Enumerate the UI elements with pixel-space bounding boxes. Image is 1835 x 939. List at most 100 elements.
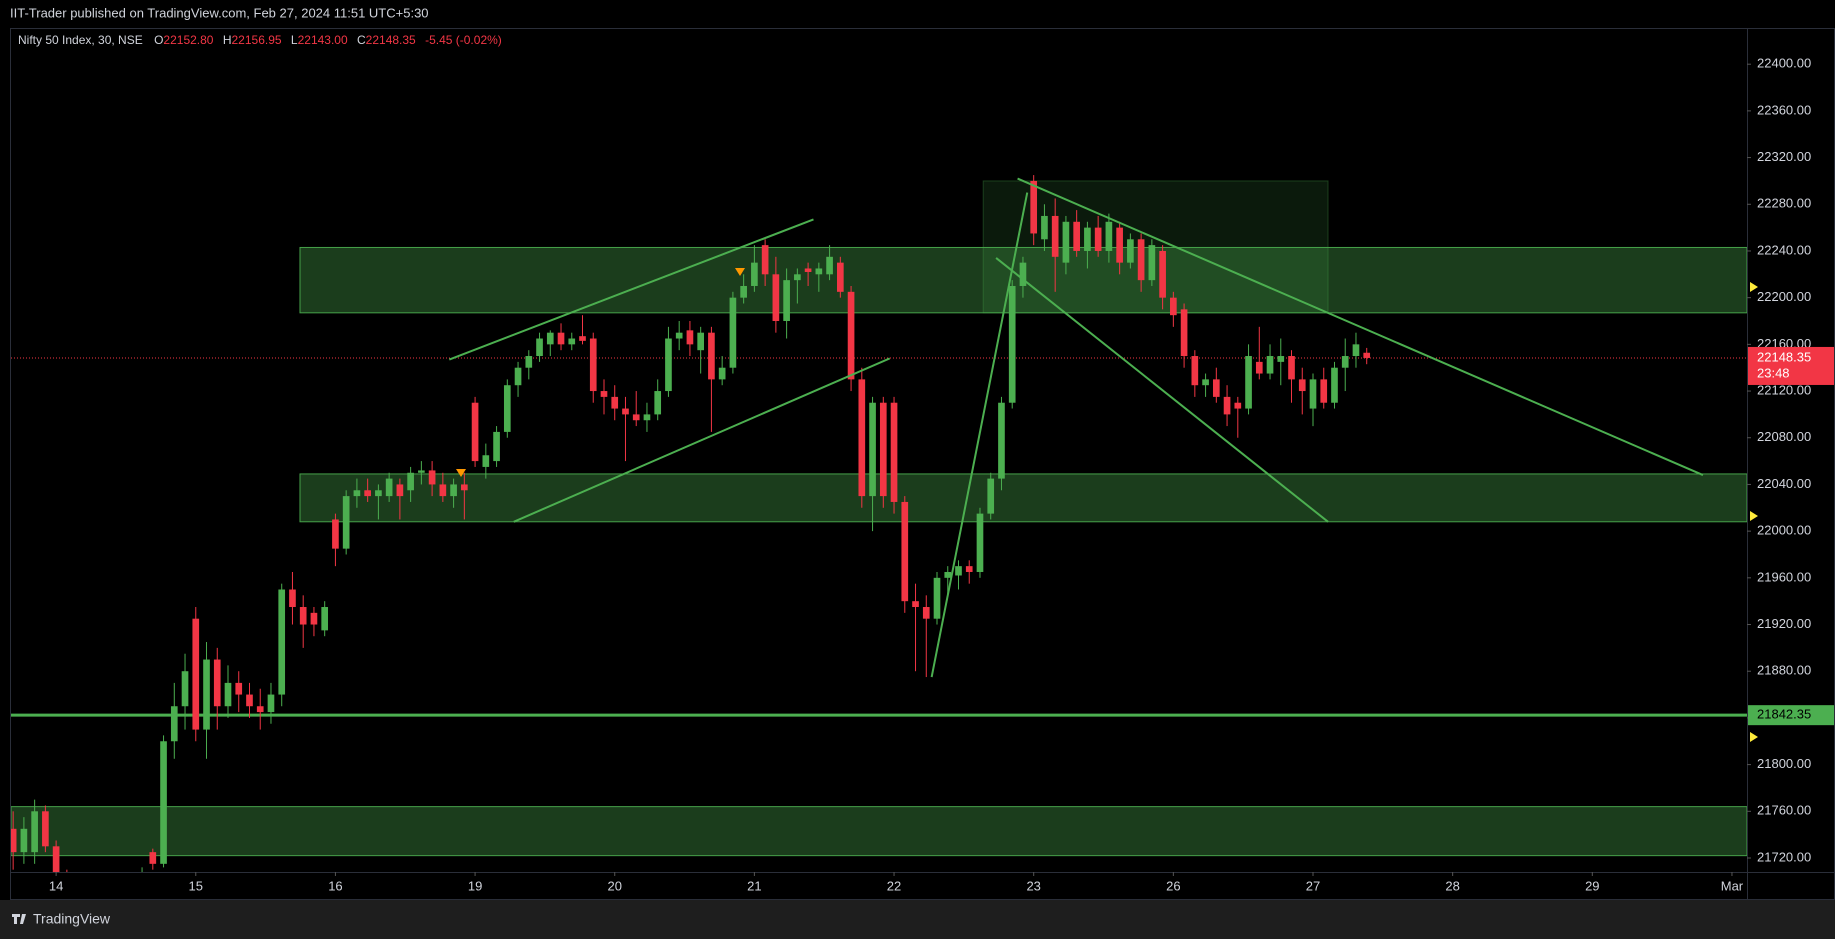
y-tick-label: 22000.00: [1757, 523, 1811, 538]
candle-body: [1245, 356, 1252, 409]
x-tick-label: 22: [887, 878, 901, 893]
plot: [11, 175, 1747, 894]
candle-body: [1137, 239, 1145, 281]
x-tick-label: 15: [189, 878, 203, 893]
candle-body: [1202, 379, 1209, 386]
candle-body: [353, 490, 361, 497]
candle-body: [815, 268, 823, 275]
candle-body: [632, 414, 640, 421]
candle-body: [912, 601, 919, 608]
x-tick-label: 27: [1306, 878, 1320, 893]
candle-body: [299, 607, 307, 625]
candle-body: [396, 484, 404, 497]
change: -5.45 (-0.02%): [425, 33, 502, 47]
candle-body: [450, 484, 457, 497]
h-label: H: [223, 33, 232, 47]
candle-body: [385, 478, 393, 497]
candle-body: [139, 876, 146, 894]
candle-body: [364, 490, 371, 497]
candle-body: [536, 338, 543, 357]
y-tick-label: 22080.00: [1757, 429, 1811, 444]
marker: [456, 469, 466, 477]
candle-body: [1116, 227, 1123, 263]
zone-arrow: [1750, 282, 1758, 292]
candle-body: [407, 472, 414, 491]
candle-body: [1363, 352, 1371, 358]
x-tick-label: 21: [747, 878, 761, 893]
y-tick-label: 22280.00: [1757, 196, 1811, 211]
y-tick-label: 21920.00: [1757, 616, 1811, 631]
candle-body: [1277, 356, 1285, 362]
candle-body: [890, 402, 898, 502]
y-tick-label: 21800.00: [1757, 756, 1811, 771]
y-tick-label: 22400.00: [1757, 56, 1811, 71]
publisher: IIT-Trader published on TradingView.com,…: [10, 5, 429, 20]
candle-body: [901, 501, 909, 602]
candle-body: [1341, 356, 1349, 368]
l-value: 22143.00: [298, 33, 348, 47]
candle-body: [1288, 356, 1295, 380]
candle-body: [1266, 356, 1274, 374]
candle-body: [654, 391, 662, 415]
candle-body: [869, 402, 876, 497]
top-bar: [0, 0, 1835, 28]
x-tick-label: 16: [328, 878, 342, 893]
candle-body: [428, 470, 436, 485]
candle-body: [1320, 379, 1328, 403]
x-tick-label: 28: [1445, 878, 1459, 893]
candle-body: [1212, 379, 1220, 397]
marker: [735, 268, 745, 276]
candle-body: [1041, 215, 1048, 240]
candle-body: [1073, 221, 1080, 251]
candle-body: [181, 671, 189, 707]
zone-arrow: [1750, 732, 1758, 742]
candle-body: [1094, 227, 1102, 251]
candle-body: [794, 274, 801, 281]
candle-body: [321, 607, 329, 631]
x-tick-label: 23: [1026, 878, 1040, 893]
candle-body: [1030, 180, 1038, 234]
candle-body: [52, 846, 60, 872]
y-tick-label: 22120.00: [1757, 382, 1811, 397]
y-tick-label: 21720.00: [1757, 849, 1811, 864]
zone: [982, 180, 1329, 314]
brand: TradingView: [33, 911, 111, 927]
o-value: 22152.80: [163, 33, 213, 47]
candle-body: [289, 589, 296, 608]
candle-body: [804, 268, 812, 272]
candle-body: [213, 659, 221, 707]
candle-body: [708, 332, 715, 380]
candle-body: [1180, 309, 1188, 357]
candle-body: [858, 379, 866, 497]
candle-body: [686, 330, 694, 345]
candle-body: [836, 262, 844, 292]
candle-body: [514, 367, 522, 386]
x-tick-label: 19: [468, 878, 482, 893]
candle-body: [568, 338, 576, 345]
candle-body: [11, 828, 17, 853]
y-tick-label: 22360.00: [1757, 102, 1811, 117]
overlay: 21720.0021760.0021800.0021840.0021880.00…: [49, 56, 1834, 893]
candle-body: [987, 478, 995, 514]
candle-body: [783, 280, 790, 322]
candle-body: [332, 519, 339, 549]
candle-body: [1170, 297, 1177, 316]
candle-body: [439, 484, 447, 497]
candle-body: [729, 297, 737, 368]
candle-body: [1051, 215, 1059, 257]
candle-body: [1352, 344, 1360, 357]
footer: [0, 900, 1835, 939]
candle-body: [675, 332, 683, 339]
candle-body: [1084, 227, 1091, 251]
x-tick-label: 29: [1585, 878, 1599, 893]
candle-body: [751, 262, 758, 286]
frame: [10, 28, 1835, 900]
x-tick-label: 26: [1166, 878, 1180, 893]
trendline: [995, 257, 1329, 523]
candle-body: [31, 811, 38, 853]
candle-body: [342, 496, 350, 549]
candle-body: [998, 402, 1005, 479]
candle-body: [256, 706, 264, 713]
y-tick-label: 22040.00: [1757, 476, 1811, 491]
candle-body: [1127, 239, 1134, 263]
